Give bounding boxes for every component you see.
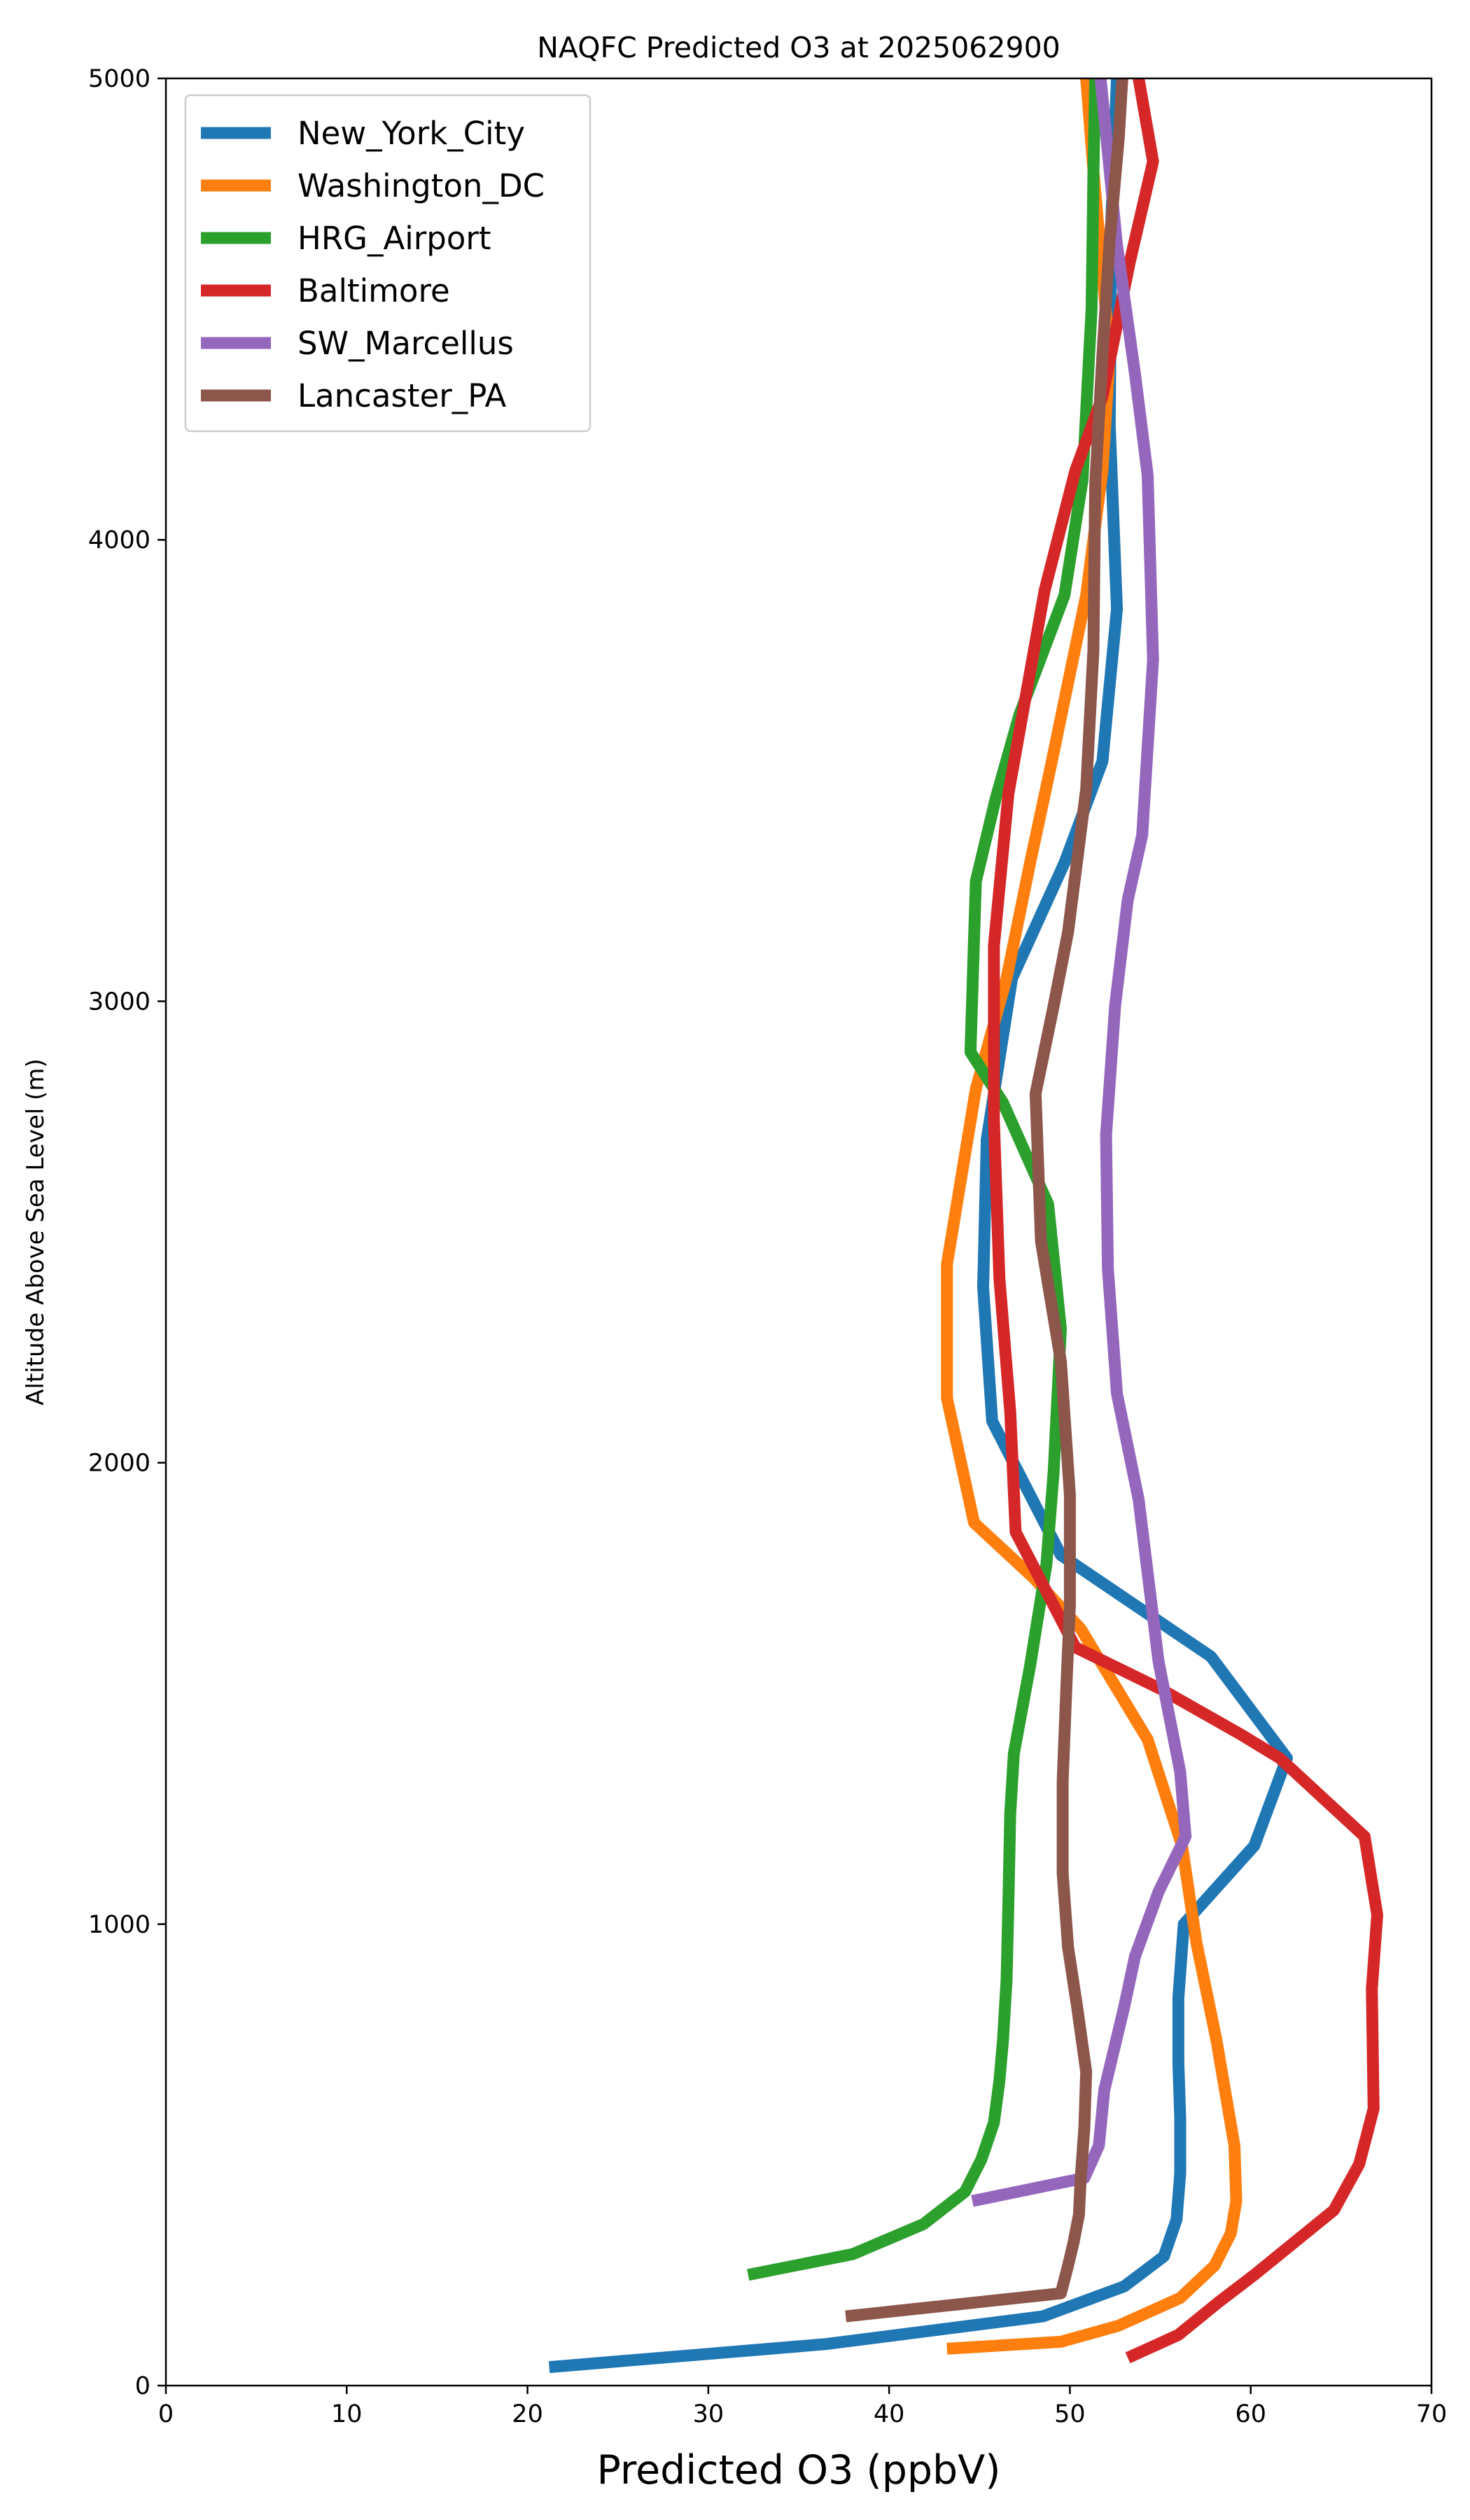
legend-label: HRG_Airport	[298, 220, 491, 257]
x-tick-label: 60	[1235, 2400, 1266, 2428]
chart-title: NAQFC Predicted O3 at 2025062900	[537, 31, 1060, 64]
series-line-hrg-airport	[747, 78, 1102, 2281]
x-tick-label: 0	[158, 2400, 174, 2428]
y-tick-label: 0	[135, 2372, 150, 2400]
legend-label: SW_Marcellus	[298, 325, 514, 362]
x-tick-label: 40	[874, 2400, 905, 2428]
legend-label: New_York_City	[298, 115, 525, 152]
legend: New_York_City Washington_DC HRG_Airport Bal…	[184, 94, 592, 433]
x-tick-label: 20	[512, 2400, 543, 2428]
legend-box	[184, 94, 592, 433]
series-line-lancaster-pa	[845, 78, 1128, 2323]
series-line-new-york-city	[548, 78, 1293, 2374]
x-axis-ticks: 0 10 20 30 40 50 60 70	[158, 2386, 1447, 2428]
y-tick-label: 4000	[88, 526, 150, 554]
x-tick-label: 70	[1416, 2400, 1448, 2428]
series-line-sw-marcellus	[971, 78, 1192, 2207]
y-tick-label: 3000	[88, 988, 150, 1016]
legend-label: Washington_DC	[298, 167, 545, 204]
y-axis-label: Altitude Above Sea Level (m)	[22, 1058, 50, 1406]
plot-frame	[164, 77, 1433, 2387]
x-tick-label: 10	[331, 2400, 363, 2428]
series-layer	[548, 78, 1383, 2374]
x-axis-label: Predicted O3 (ppbV)	[597, 2447, 1001, 2493]
y-tick-label: 2000	[88, 1450, 150, 1478]
x-tick-label: 50	[1054, 2400, 1086, 2428]
y-tick-label: 5000	[88, 65, 150, 93]
legend-label: Baltimore	[298, 272, 450, 309]
y-axis-ticks: 0 1000 2000 3000 4000 5000	[88, 65, 166, 2400]
y-tick-label: 1000	[88, 1911, 150, 1939]
x-tick-label: 30	[693, 2400, 724, 2428]
legend-label: Lancaster_PA	[298, 377, 507, 414]
